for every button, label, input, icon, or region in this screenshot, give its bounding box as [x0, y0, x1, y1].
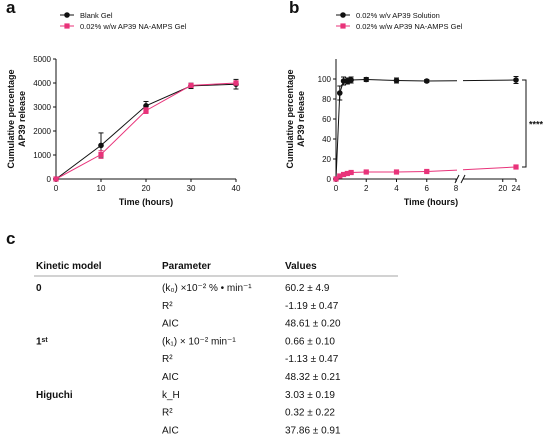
table-model-cell: 1ˢᵗ — [36, 336, 48, 347]
table-parameter-cell: k_H — [162, 390, 180, 401]
kinetic-table: Kinetic model Parameter Values 0 (k₀) ×10⁻² … — [34, 261, 398, 435]
x-tick-label: 24 — [512, 184, 521, 193]
data-point-0 — [513, 77, 519, 83]
table-value-cell: 0.32 ± 0.22 — [285, 408, 335, 419]
x-tick-label: 6 — [425, 184, 430, 193]
table-value-cell: -1.19 ± 0.47 — [285, 301, 339, 312]
table-parameter-cell: (k₀) ×10⁻² % • min⁻¹ — [162, 283, 252, 294]
data-point-1 — [188, 82, 194, 88]
data-point-1 — [344, 170, 350, 177]
legend-label-1: 0.02% w/w AP39 NA-AMPS Gel — [356, 22, 463, 31]
legend-label-0: 0.02% w/v AP39 Solution — [356, 11, 440, 20]
table-parameter-cell: (k₁) × 10⁻² min⁻¹ — [162, 336, 236, 347]
series-line-0 — [335, 78, 427, 180]
legend-marker-1 — [64, 23, 70, 29]
table-value-cell: 48.61 ± 0.20 — [285, 319, 341, 330]
y-axis-label: Cumulative percentageAP39 release — [285, 69, 306, 168]
y-tick-label: 80 — [322, 95, 331, 104]
data-point-1 — [143, 108, 149, 114]
y-tick-label: 2000 — [33, 127, 51, 136]
table-model-cell: Higuchi — [36, 390, 73, 401]
data-point-1 — [333, 176, 339, 182]
y-tick-label: 100 — [318, 75, 332, 84]
legend-label-0: Blank Gel — [80, 11, 113, 20]
x-tick-label: 20 — [142, 184, 151, 193]
table-value-cell: 0.66 ± 0.10 — [285, 336, 335, 347]
data-point-1 — [337, 173, 343, 179]
data-point-1 — [53, 176, 59, 182]
x-tick-label: 4 — [394, 184, 399, 193]
axis-break-mark — [460, 174, 466, 184]
data-point-0 — [143, 103, 149, 109]
table-parameter-cell: R² — [162, 301, 173, 312]
data-point-0 — [423, 78, 430, 84]
data-point-1 — [98, 151, 104, 158]
panel-label-c: c — [6, 229, 16, 248]
data-point-1 — [233, 80, 239, 86]
x-axis-label: Time (hours) — [119, 197, 173, 207]
data-point-0 — [336, 90, 343, 96]
data-point-0 — [98, 142, 104, 149]
data-point-0 — [348, 77, 354, 83]
data-point-1 — [424, 168, 430, 175]
table-parameter-cell: R² — [162, 354, 173, 365]
data-point-0 — [393, 77, 400, 84]
y-tick-label: 0 — [327, 175, 332, 184]
x-tick-label: 2 — [364, 184, 369, 193]
series-line-1 — [462, 166, 517, 171]
data-point-1 — [348, 169, 354, 176]
chart-a: 0 1000 2000 3000 4000 5000 0 10 20 30 40 Time (hour… — [6, 11, 241, 207]
panel-label-b: b — [289, 0, 300, 17]
table-value-cell: 48.32 ± 0.21 — [285, 372, 341, 383]
x-tick-label: 10 — [97, 184, 106, 193]
table-parameter-cell: R² — [162, 408, 173, 419]
series-line-0 — [462, 79, 517, 82]
data-point-1 — [363, 169, 369, 175]
table-value-cell: 37.86 ± 0.91 — [285, 425, 341, 435]
data-point-0 — [363, 76, 370, 83]
series-line-1 — [426, 169, 458, 172]
x-axis-label: Time (hours) — [404, 197, 458, 207]
y-tick-label: 20 — [322, 155, 331, 164]
y-tick-label: 3000 — [33, 103, 51, 112]
y-tick-label: 0 — [47, 175, 52, 184]
legend-marker-1 — [340, 23, 346, 29]
x-tick-label: 0 — [54, 184, 59, 193]
table-parameter-cell: AIC — [162, 425, 179, 435]
y-tick-label: 60 — [322, 115, 331, 124]
table-parameter-cell: AIC — [162, 372, 179, 383]
significance-bracket — [522, 79, 527, 168]
x-tick-label: 0 — [334, 184, 339, 193]
y-axis-label: Cumulative percentageAP39 release — [6, 69, 27, 168]
y-tick-label: 4000 — [33, 79, 51, 88]
table-value-cell: 3.03 ± 0.19 — [285, 390, 335, 401]
data-point-1 — [340, 171, 347, 178]
y-tick-label: 1000 — [33, 151, 51, 160]
table-value-cell: -1.13 ± 0.47 — [285, 354, 339, 365]
table-model-cell: 0 — [36, 283, 42, 294]
series-line-1 — [55, 82, 237, 180]
table-header-0: Kinetic model — [36, 261, 102, 272]
x-tick-label: 20 — [498, 184, 507, 193]
data-point-1 — [513, 164, 519, 170]
table-parameter-cell: AIC — [162, 319, 179, 330]
y-tick-label: 40 — [322, 135, 331, 144]
table-value-cell: 60.2 ± 4.9 — [285, 283, 330, 294]
legend-marker-0 — [340, 12, 346, 18]
significance-label: **** — [529, 120, 544, 130]
panel-label-a: a — [6, 0, 16, 17]
x-tick-label: 30 — [187, 184, 196, 193]
data-point-1 — [393, 169, 400, 175]
legend-marker-0 — [64, 12, 70, 18]
legend-label-1: 0.02% w/w AP39 NA-AMPS Gel — [80, 22, 187, 31]
y-tick-label: 5000 — [33, 55, 51, 64]
x-tick-label: 8 — [454, 184, 459, 193]
table-header-1: Parameter — [162, 261, 211, 272]
x-tick-label: 40 — [232, 184, 241, 193]
table-header-2: Values — [285, 261, 317, 272]
